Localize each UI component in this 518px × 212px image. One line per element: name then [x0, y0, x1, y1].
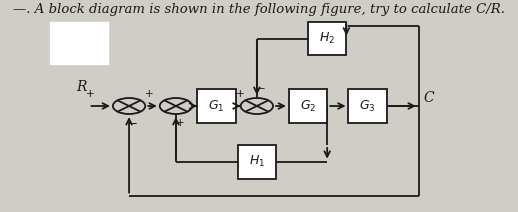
FancyBboxPatch shape — [349, 89, 387, 123]
Text: +: + — [145, 89, 154, 99]
Text: C: C — [424, 91, 435, 105]
Text: $G_2$: $G_2$ — [300, 98, 316, 114]
Text: +: + — [87, 89, 95, 99]
FancyBboxPatch shape — [197, 89, 236, 123]
FancyBboxPatch shape — [238, 145, 276, 179]
Text: —. A block diagram is shown in the following figure, try to calculate C/R.: —. A block diagram is shown in the follo… — [13, 3, 505, 16]
Text: $G_3$: $G_3$ — [359, 98, 376, 114]
Text: R: R — [76, 80, 87, 94]
Text: −: − — [257, 84, 266, 93]
FancyBboxPatch shape — [50, 22, 108, 64]
Text: $H_1$: $H_1$ — [249, 154, 265, 169]
FancyBboxPatch shape — [308, 22, 347, 56]
Text: −: − — [127, 117, 137, 130]
Text: $G_1$: $G_1$ — [208, 98, 225, 114]
Text: +: + — [176, 119, 184, 128]
Text: $H_2$: $H_2$ — [319, 31, 335, 46]
Text: +: + — [236, 89, 244, 99]
FancyBboxPatch shape — [289, 89, 327, 123]
